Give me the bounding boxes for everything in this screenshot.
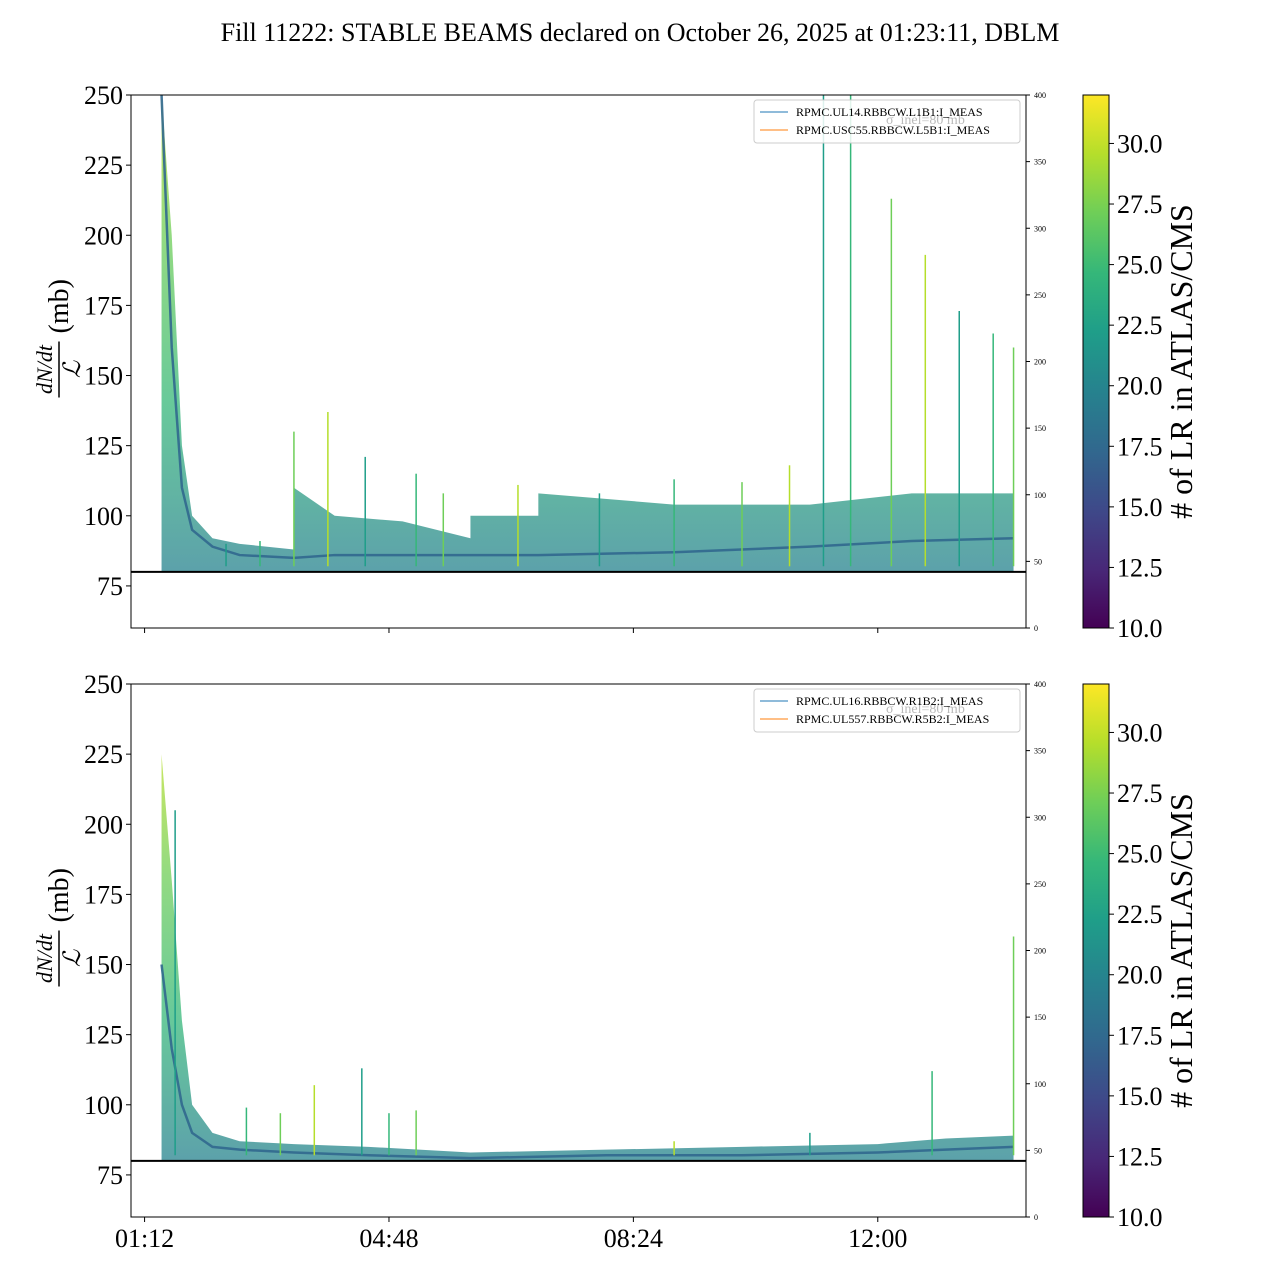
secondary-y-tick-label: 250 bbox=[1034, 291, 1046, 300]
secondary-y-tick-label: 350 bbox=[1034, 158, 1046, 167]
secondary-y-tick-label: 300 bbox=[1034, 224, 1046, 233]
legend-box bbox=[753, 99, 1021, 144]
secondary-y-tick-label: 150 bbox=[1034, 1013, 1046, 1022]
axes-frame bbox=[130, 683, 1027, 1218]
x-tick-label: 12:00 bbox=[848, 1224, 907, 1253]
legend-overlay-text: σ_inel=80 mb bbox=[886, 113, 965, 128]
x-tick-label: 01:12 bbox=[115, 1224, 174, 1253]
y-tick-label: 200 bbox=[84, 221, 123, 250]
chart-panel-top: 75 100 125 150 175 200 225 250 0 50 100 150 200 250 30… bbox=[32, 81, 1199, 643]
secondary-y-tick-label: 200 bbox=[1034, 358, 1046, 367]
colorbar-tick-label: 17.5 bbox=[1117, 432, 1163, 461]
data-line-baseline bbox=[160, 964, 1014, 1160]
secondary-y-tick-label: 150 bbox=[1034, 424, 1046, 433]
legend-entry-2: RPMC.USC55.RBBCW.L5B1:I_MEAS bbox=[796, 123, 990, 137]
data-band bbox=[161, 754, 1014, 1161]
colorbar: 10.0 12.5 15.0 17.5 20.0 22.5 25.0 27.5 30.0 # of… bbox=[1082, 94, 1199, 643]
colorbar-tick-label: 10.0 bbox=[1117, 614, 1163, 643]
colorbar-label: # of LR in ATLAS/CMS bbox=[1163, 204, 1199, 519]
x-tick-label: 04:48 bbox=[359, 1224, 418, 1253]
colorbar-tick-label: 30.0 bbox=[1117, 718, 1163, 747]
data-line-baseline bbox=[160, 95, 1014, 560]
colorbar: 10.0 12.5 15.0 17.5 20.0 22.5 25.0 27.5 30.0 # of… bbox=[1082, 683, 1199, 1232]
colorbar-tick-label: 30.0 bbox=[1117, 129, 1163, 158]
y-label-unit: (mb) bbox=[44, 279, 75, 333]
secondary-y-tick-label: 100 bbox=[1034, 491, 1046, 500]
y-tick-label: 75 bbox=[97, 572, 123, 601]
y-tick-label: 225 bbox=[84, 151, 123, 180]
plot-area bbox=[160, 754, 1015, 1161]
colorbar-tick-label: 12.5 bbox=[1117, 553, 1163, 582]
y-tick-label: 150 bbox=[84, 951, 123, 980]
colorbar-label: # of LR in ATLAS/CMS bbox=[1163, 793, 1199, 1108]
chart-panel-bottom: 75 100 125 150 175 200 225 250 0 50 100 150 200 250 30… bbox=[32, 670, 1199, 1253]
y-tick-label: 125 bbox=[84, 432, 123, 461]
secondary-y-tick-label: 400 bbox=[1034, 680, 1046, 689]
secondary-y-tick-label: 350 bbox=[1034, 747, 1046, 756]
y-label-denominator: ℒ bbox=[60, 360, 86, 378]
plot-area bbox=[160, 95, 1015, 572]
colorbar-tick-label: 12.5 bbox=[1117, 1142, 1163, 1171]
secondary-y-tick-label: 50 bbox=[1034, 557, 1042, 566]
secondary-y-tick-label: 50 bbox=[1034, 1146, 1042, 1155]
legend-overlay-text: σ_inel=80 mb bbox=[886, 702, 965, 717]
colorbar-gradient bbox=[1082, 94, 1110, 629]
legend-entry-2: RPMC.UL557.RBBCW.R5B2:I_MEAS bbox=[796, 712, 989, 726]
y-tick-label: 100 bbox=[84, 502, 123, 531]
colorbar-tick-label: 20.0 bbox=[1117, 372, 1163, 401]
colorbar-tick-label: 20.0 bbox=[1117, 961, 1163, 990]
colorbar-tick-label: 25.0 bbox=[1117, 840, 1163, 869]
colorbar-tick-label: 27.5 bbox=[1117, 190, 1163, 219]
colorbar-tick-label: 22.5 bbox=[1117, 900, 1163, 929]
y-tick-label: 175 bbox=[84, 880, 123, 909]
y-tick-label: 75 bbox=[97, 1161, 123, 1190]
y-tick-label: 100 bbox=[84, 1091, 123, 1120]
x-tick-label: 08:24 bbox=[604, 1224, 663, 1253]
colorbar-tick-label: 15.0 bbox=[1117, 493, 1163, 522]
y-label-numerator: dN/dt bbox=[32, 933, 57, 983]
y-axis-label: dN/dt ℒ (mb) bbox=[32, 279, 86, 398]
secondary-y-tick-label: 200 bbox=[1034, 947, 1046, 956]
y-tick-label: 125 bbox=[84, 1021, 123, 1050]
colorbar-tick-label: 10.0 bbox=[1117, 1203, 1163, 1232]
y-tick-label: 250 bbox=[84, 670, 123, 699]
secondary-y-tick-label: 400 bbox=[1034, 91, 1046, 100]
legend-box bbox=[753, 688, 1021, 733]
secondary-y-tick-label: 0 bbox=[1034, 624, 1038, 633]
data-band bbox=[161, 95, 1014, 572]
colorbar-tick-label: 22.5 bbox=[1117, 311, 1163, 340]
y-axis-label: dN/dt ℒ (mb) bbox=[32, 868, 86, 987]
colorbar-tick-label: 15.0 bbox=[1117, 1082, 1163, 1111]
y-tick-label: 200 bbox=[84, 810, 123, 839]
legend-entry-1: RPMC.UL14.RBBCW.L1B1:I_MEAS bbox=[796, 105, 983, 119]
secondary-y-tick-label: 300 bbox=[1034, 813, 1046, 822]
y-label-numerator: dN/dt bbox=[32, 344, 57, 394]
y-tick-label: 250 bbox=[84, 81, 123, 110]
y-tick-label: 175 bbox=[84, 291, 123, 320]
figure-title: Fill 11222: STABLE BEAMS declared on Oct… bbox=[220, 18, 1060, 47]
colorbar-tick-label: 25.0 bbox=[1117, 251, 1163, 280]
secondary-y-tick-label: 250 bbox=[1034, 880, 1046, 889]
colorbar-tick-label: 27.5 bbox=[1117, 779, 1163, 808]
colorbar-tick-label: 17.5 bbox=[1117, 1021, 1163, 1050]
secondary-y-tick-label: 100 bbox=[1034, 1080, 1046, 1089]
y-tick-label: 225 bbox=[84, 740, 123, 769]
colorbar-gradient bbox=[1082, 683, 1110, 1218]
y-tick-label: 150 bbox=[84, 362, 123, 391]
y-label-denominator: ℒ bbox=[60, 949, 86, 967]
y-label-unit: (mb) bbox=[44, 868, 75, 922]
secondary-y-tick-label: 0 bbox=[1034, 1213, 1038, 1222]
legend-entry-1: RPMC.UL16.RBBCW.R1B2:I_MEAS bbox=[796, 694, 983, 708]
